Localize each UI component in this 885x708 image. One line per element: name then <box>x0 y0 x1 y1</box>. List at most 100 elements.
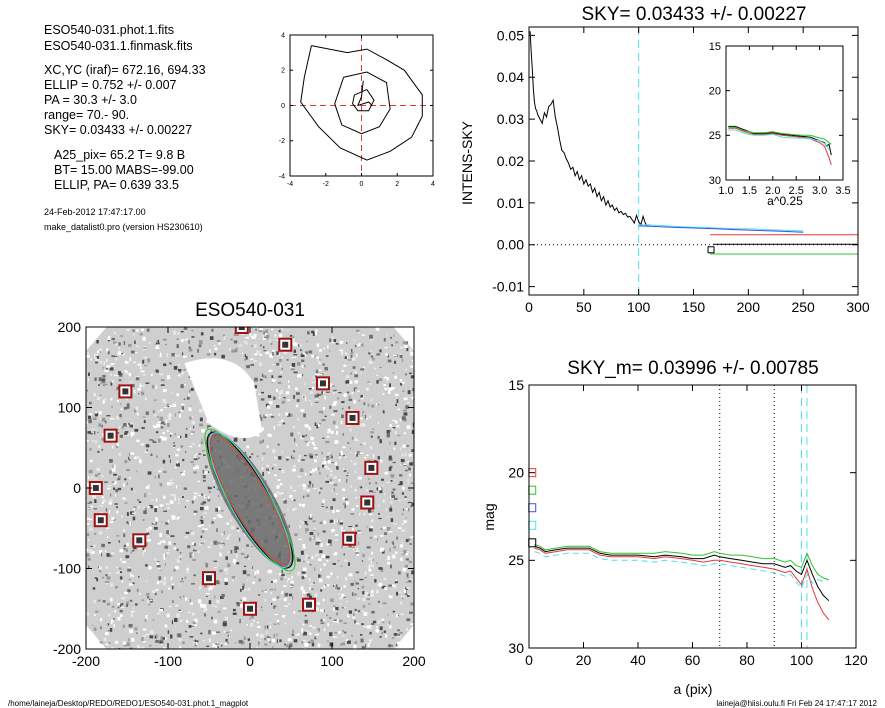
mag-marker-black <box>528 538 537 548</box>
mag-title: SKY_m= 0.03996 +/- 0.00785 <box>567 358 818 379</box>
sky-box-core-0 <box>238 327 245 330</box>
x-tick-label: -100 <box>154 653 182 669</box>
footer-path: /home/laineja/Desktop/REDO/REDO1/ESO540-… <box>8 699 249 708</box>
x-tick-label: 4 <box>431 181 435 188</box>
sky-box-core-6 <box>368 464 375 471</box>
sky-series-blue-2 <box>638 225 804 233</box>
inset-series-green <box>728 126 832 145</box>
info-program: make_datalist0.pro (version HS230610) <box>44 222 203 232</box>
x-tick-label: 0 <box>360 181 364 188</box>
sky-box-core-9 <box>97 517 104 524</box>
sky-square-marker <box>707 246 715 254</box>
y-tick-label: 200 <box>58 319 82 335</box>
sky-series-cyan-1 <box>638 224 804 232</box>
x-tick-label: 0 <box>246 653 254 669</box>
x-tick-label: 3.5 <box>835 185 850 197</box>
isophote-ellipse-cyan <box>208 432 292 568</box>
y-tick-label: 0.03 <box>497 111 524 127</box>
x-tick-label: 2 <box>395 181 399 188</box>
x-tick-label: 200 <box>737 299 761 315</box>
mag-marker-green <box>528 485 537 495</box>
info-range: range= 70.- 90. <box>44 108 129 122</box>
y-tick-label: 15 <box>709 41 721 53</box>
y-tick-label: 20 <box>709 86 721 98</box>
x-tick-label: 1.0 <box>718 185 733 197</box>
y-tick-label: -0.01 <box>492 279 524 295</box>
x-tick-label: 100 <box>627 299 651 315</box>
info-block: ESO540-031.phot.1.fits ESO540-031.1.finm… <box>44 23 206 232</box>
info-mask-file: ESO540-031.1.finmask.fits <box>44 39 193 53</box>
mag-panel: SKY_m= 0.03996 +/- 0.00785 mag a (pix) 0… <box>481 358 868 697</box>
y-tick-label: 20 <box>508 465 524 481</box>
footer-user: laineja@hiisi.oulu.fi Fri Feb 24 17:47:1… <box>716 699 877 708</box>
y-tick-label: 0.00 <box>497 237 524 253</box>
contour-3 <box>357 80 373 107</box>
sky-box-core-7 <box>92 485 99 491</box>
y-tick-label: 30 <box>508 640 524 656</box>
mag-xlabel: a (pix) <box>674 681 713 697</box>
x-tick-label: 40 <box>630 652 646 668</box>
y-tick-label: 0.04 <box>497 69 524 85</box>
mag-marker-blue <box>528 503 537 513</box>
info-a25: A25_pix= 65.2 T= 9.8 B <box>54 148 185 162</box>
x-tick-label: 0 <box>525 652 533 668</box>
x-tick-label: 2.5 <box>789 185 804 197</box>
mag-ticks: 0 20 40 60 80 100 120 15 20 25 30 <box>508 377 867 668</box>
y-tick-label: 25 <box>508 552 524 568</box>
info-sky: SKY= 0.03433 +/- 0.00227 <box>44 123 192 137</box>
info-fits-file: ESO540-031.phot.1.fits <box>44 23 174 37</box>
info-bt: BT= 15.00 MABS=-99.00 <box>54 163 194 177</box>
y-tick-label: 0.02 <box>497 153 524 169</box>
inset-frame <box>725 45 844 181</box>
mag-series-green <box>534 544 829 581</box>
sky-plot-area <box>529 27 858 295</box>
contour-0 <box>300 45 423 161</box>
isophote-ellipse-black <box>206 431 294 569</box>
x-tick-label: 200 <box>402 653 426 669</box>
x-tick-label: 250 <box>791 299 815 315</box>
x-tick-label: 100 <box>790 652 814 668</box>
galaxy-body <box>205 431 295 569</box>
sky-panel: SKY= 0.03433 +/- 0.00227 INTENS-SKY 0 50 1… <box>459 4 870 315</box>
galaxy-image-panel: ESO540-031 -200 -100 0 100 200 -200 -100 0 100 20… <box>53 300 426 669</box>
contour-1 <box>334 71 391 135</box>
y-tick-label: -100 <box>53 560 81 576</box>
sky-inset: 1.0 1.5 2.0 2.5 3.0 3.5 15 20 25 30 a^0.25 <box>709 41 851 208</box>
y-tick-label: 25 <box>709 130 721 142</box>
mag-series-black <box>534 545 830 602</box>
x-tick-label: -4 <box>287 181 293 188</box>
contour-2 <box>352 88 375 112</box>
y-tick-label: 100 <box>58 399 82 415</box>
sky-box-core-4 <box>107 432 114 439</box>
x-tick-label: 120 <box>844 652 868 668</box>
x-tick-label: 20 <box>576 652 592 668</box>
sky-box-core-13 <box>247 605 253 612</box>
sky-ticks: 0 50 100 150 200 250 300 -0.01 0.00 0.01 0.02 0.03 0… <box>492 27 870 315</box>
inset-series-cyan <box>728 129 830 150</box>
y-tick-label: -200 <box>53 641 81 657</box>
sky-box-core-8 <box>364 499 371 506</box>
y-tick-label: 30 <box>709 175 721 187</box>
y-tick-label: 2 <box>281 68 285 75</box>
inset-xlabel: a^0.25 <box>767 194 803 208</box>
isophote-ellipse-red <box>209 435 291 566</box>
y-tick-label: -2 <box>279 138 285 145</box>
y-tick-label: 0 <box>281 103 285 110</box>
x-tick-label: 100 <box>320 653 344 669</box>
info-pa: PA = 30.3 +/- 3.0 <box>44 93 137 107</box>
sky-box-core-10 <box>136 537 143 544</box>
y-tick-label: 4 <box>281 32 285 39</box>
mag-series-red <box>534 547 830 621</box>
y-tick-label: -4 <box>279 173 285 180</box>
sky-box-core-1 <box>282 341 289 348</box>
x-tick-label: 300 <box>846 299 870 315</box>
info-date: 24-Feb-2012 17:47:17.00 <box>44 207 146 217</box>
image-ticks: -200 -100 0 100 200 -200 -100 0 100 200 <box>53 319 426 669</box>
mag-ylabel: mag <box>481 503 497 530</box>
y-tick-label: 0.01 <box>497 195 524 211</box>
x-tick-label: 50 <box>576 299 592 315</box>
info-ellip: ELLIP = 0.752 +/- 0.007 <box>44 78 177 92</box>
y-tick-label: 15 <box>508 377 524 393</box>
sky-box-core-12 <box>206 575 212 582</box>
